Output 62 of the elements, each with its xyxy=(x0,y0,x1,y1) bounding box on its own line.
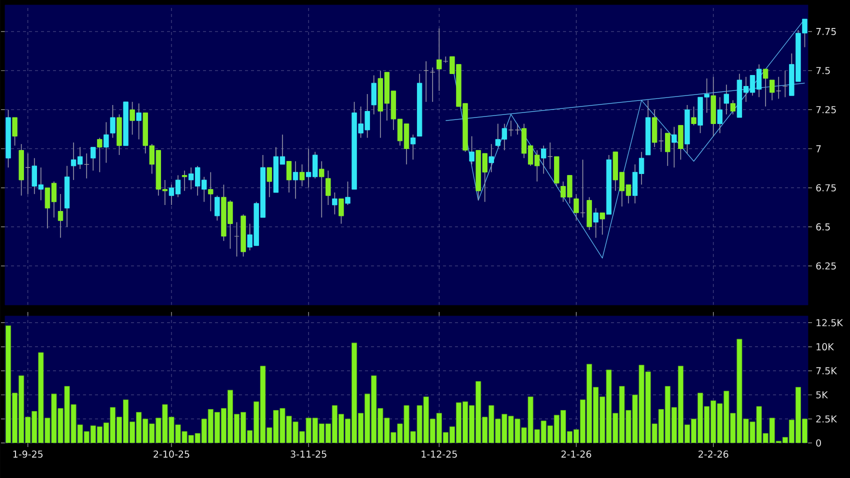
candlestick xyxy=(234,222,240,257)
y-tick-label: 7.5 xyxy=(816,67,830,74)
candlestick xyxy=(110,104,116,138)
y-tick-label: 6.75 xyxy=(816,184,836,192)
candlestick xyxy=(332,192,338,215)
candlestick xyxy=(672,126,677,168)
candlestick xyxy=(12,117,18,146)
candlestick xyxy=(58,194,64,238)
candlestick xyxy=(678,124,684,160)
y-tick-label: 10K xyxy=(816,343,834,350)
candlestick xyxy=(130,101,135,136)
candlestick xyxy=(319,160,324,218)
candlestick xyxy=(600,212,605,236)
x-tick-label: 1-12-25 xyxy=(422,450,457,458)
y-tick-label: 2.5K xyxy=(816,415,838,423)
candlestick xyxy=(182,170,188,192)
candlestick xyxy=(371,74,376,115)
candlestick xyxy=(691,106,696,126)
y-tick-label: 12.5K xyxy=(816,319,844,326)
x-tick-label: 2-2-26 xyxy=(698,450,728,458)
candlestick xyxy=(782,70,788,98)
x-tick-label: 2-1-26 xyxy=(561,450,592,458)
candlestick xyxy=(136,103,142,140)
candlestick xyxy=(208,172,214,212)
candlestick xyxy=(292,160,298,200)
x-tick-label: 1-9-25 xyxy=(13,450,43,458)
candlestick xyxy=(299,164,305,187)
y-tick-label: 7 xyxy=(816,145,821,152)
candlestick xyxy=(488,144,494,173)
candlestick xyxy=(658,128,664,152)
candlestick xyxy=(469,136,474,165)
candlestick xyxy=(410,134,416,160)
candlestick xyxy=(97,137,102,173)
candlestick xyxy=(326,170,331,206)
y-tick-label: 6.5 xyxy=(816,223,830,230)
candlestick xyxy=(776,76,782,100)
candlestick xyxy=(580,159,586,218)
candlestick xyxy=(104,122,109,164)
y-tick-label: 7.5K xyxy=(816,367,838,374)
y-tick-label: 7.25 xyxy=(816,106,836,114)
x-tick-label: 3-11-25 xyxy=(290,450,326,458)
candlestick xyxy=(266,167,272,198)
candlestick xyxy=(724,84,729,115)
candlestick xyxy=(423,60,429,102)
y-tick-label: 0 xyxy=(816,439,821,447)
candlestick xyxy=(90,146,96,172)
y-tick-label: 5K xyxy=(816,391,828,398)
candlestick xyxy=(84,153,90,179)
y-tick-label: 7.75 xyxy=(816,28,836,36)
candlestick xyxy=(345,181,350,206)
y-tick-label: 6.25 xyxy=(816,262,836,270)
candlestick xyxy=(214,195,220,222)
candlestick xyxy=(338,198,344,224)
candlestick xyxy=(717,96,722,134)
candlestick xyxy=(593,208,598,238)
candlestick xyxy=(430,67,436,102)
candlestick xyxy=(730,100,736,115)
candlestick xyxy=(286,160,292,193)
candlestick xyxy=(25,153,30,194)
candlestick xyxy=(548,142,553,170)
x-tick-label: 2-10-25 xyxy=(154,450,190,458)
candlestick xyxy=(762,68,768,107)
